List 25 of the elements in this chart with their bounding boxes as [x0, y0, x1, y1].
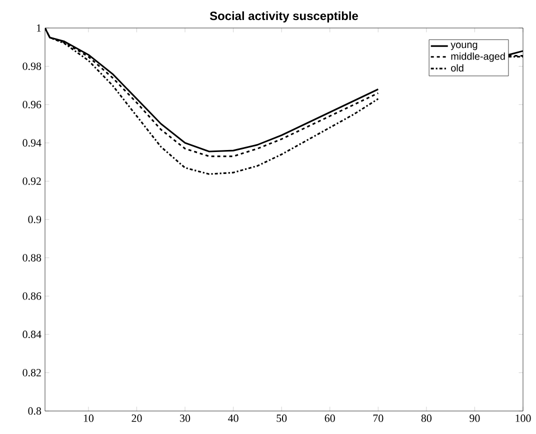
y-tick-label: 0.88: [22, 254, 42, 262]
x-tick-label: 60: [324, 414, 335, 422]
legend-label: old: [451, 64, 464, 72]
y-tick-label: 0.84: [22, 330, 42, 338]
y-tick-label: 0.9: [28, 216, 42, 224]
x-tick-label: 30: [180, 414, 190, 422]
x-tick-label: 10: [84, 414, 94, 422]
y-tick-label: 0.82: [22, 368, 41, 376]
legend-label: middle-aged: [451, 52, 505, 62]
y-tick-label: 0.96: [22, 100, 42, 108]
legend-label: young: [450, 42, 478, 50]
y-tick-label: 0.94: [22, 139, 42, 147]
chart-title: Social activity susceptible: [210, 11, 358, 22]
y-tick-label: 0.86: [22, 292, 42, 300]
x-tick-label: 20: [132, 414, 142, 422]
x-tick-label: 100: [516, 414, 531, 422]
x-tick-label: 80: [421, 414, 432, 422]
x-tick-label: 70: [373, 414, 384, 422]
y-tick-label: 0.92: [22, 177, 41, 185]
y-tick-label: 1: [36, 24, 41, 32]
x-tick-label: 90: [470, 414, 480, 422]
y-tick-label: 0.8: [28, 407, 42, 415]
x-tick-label: 40: [228, 414, 238, 422]
x-tick-label: 50: [276, 414, 287, 422]
y-tick-label: 0.98: [22, 62, 42, 70]
